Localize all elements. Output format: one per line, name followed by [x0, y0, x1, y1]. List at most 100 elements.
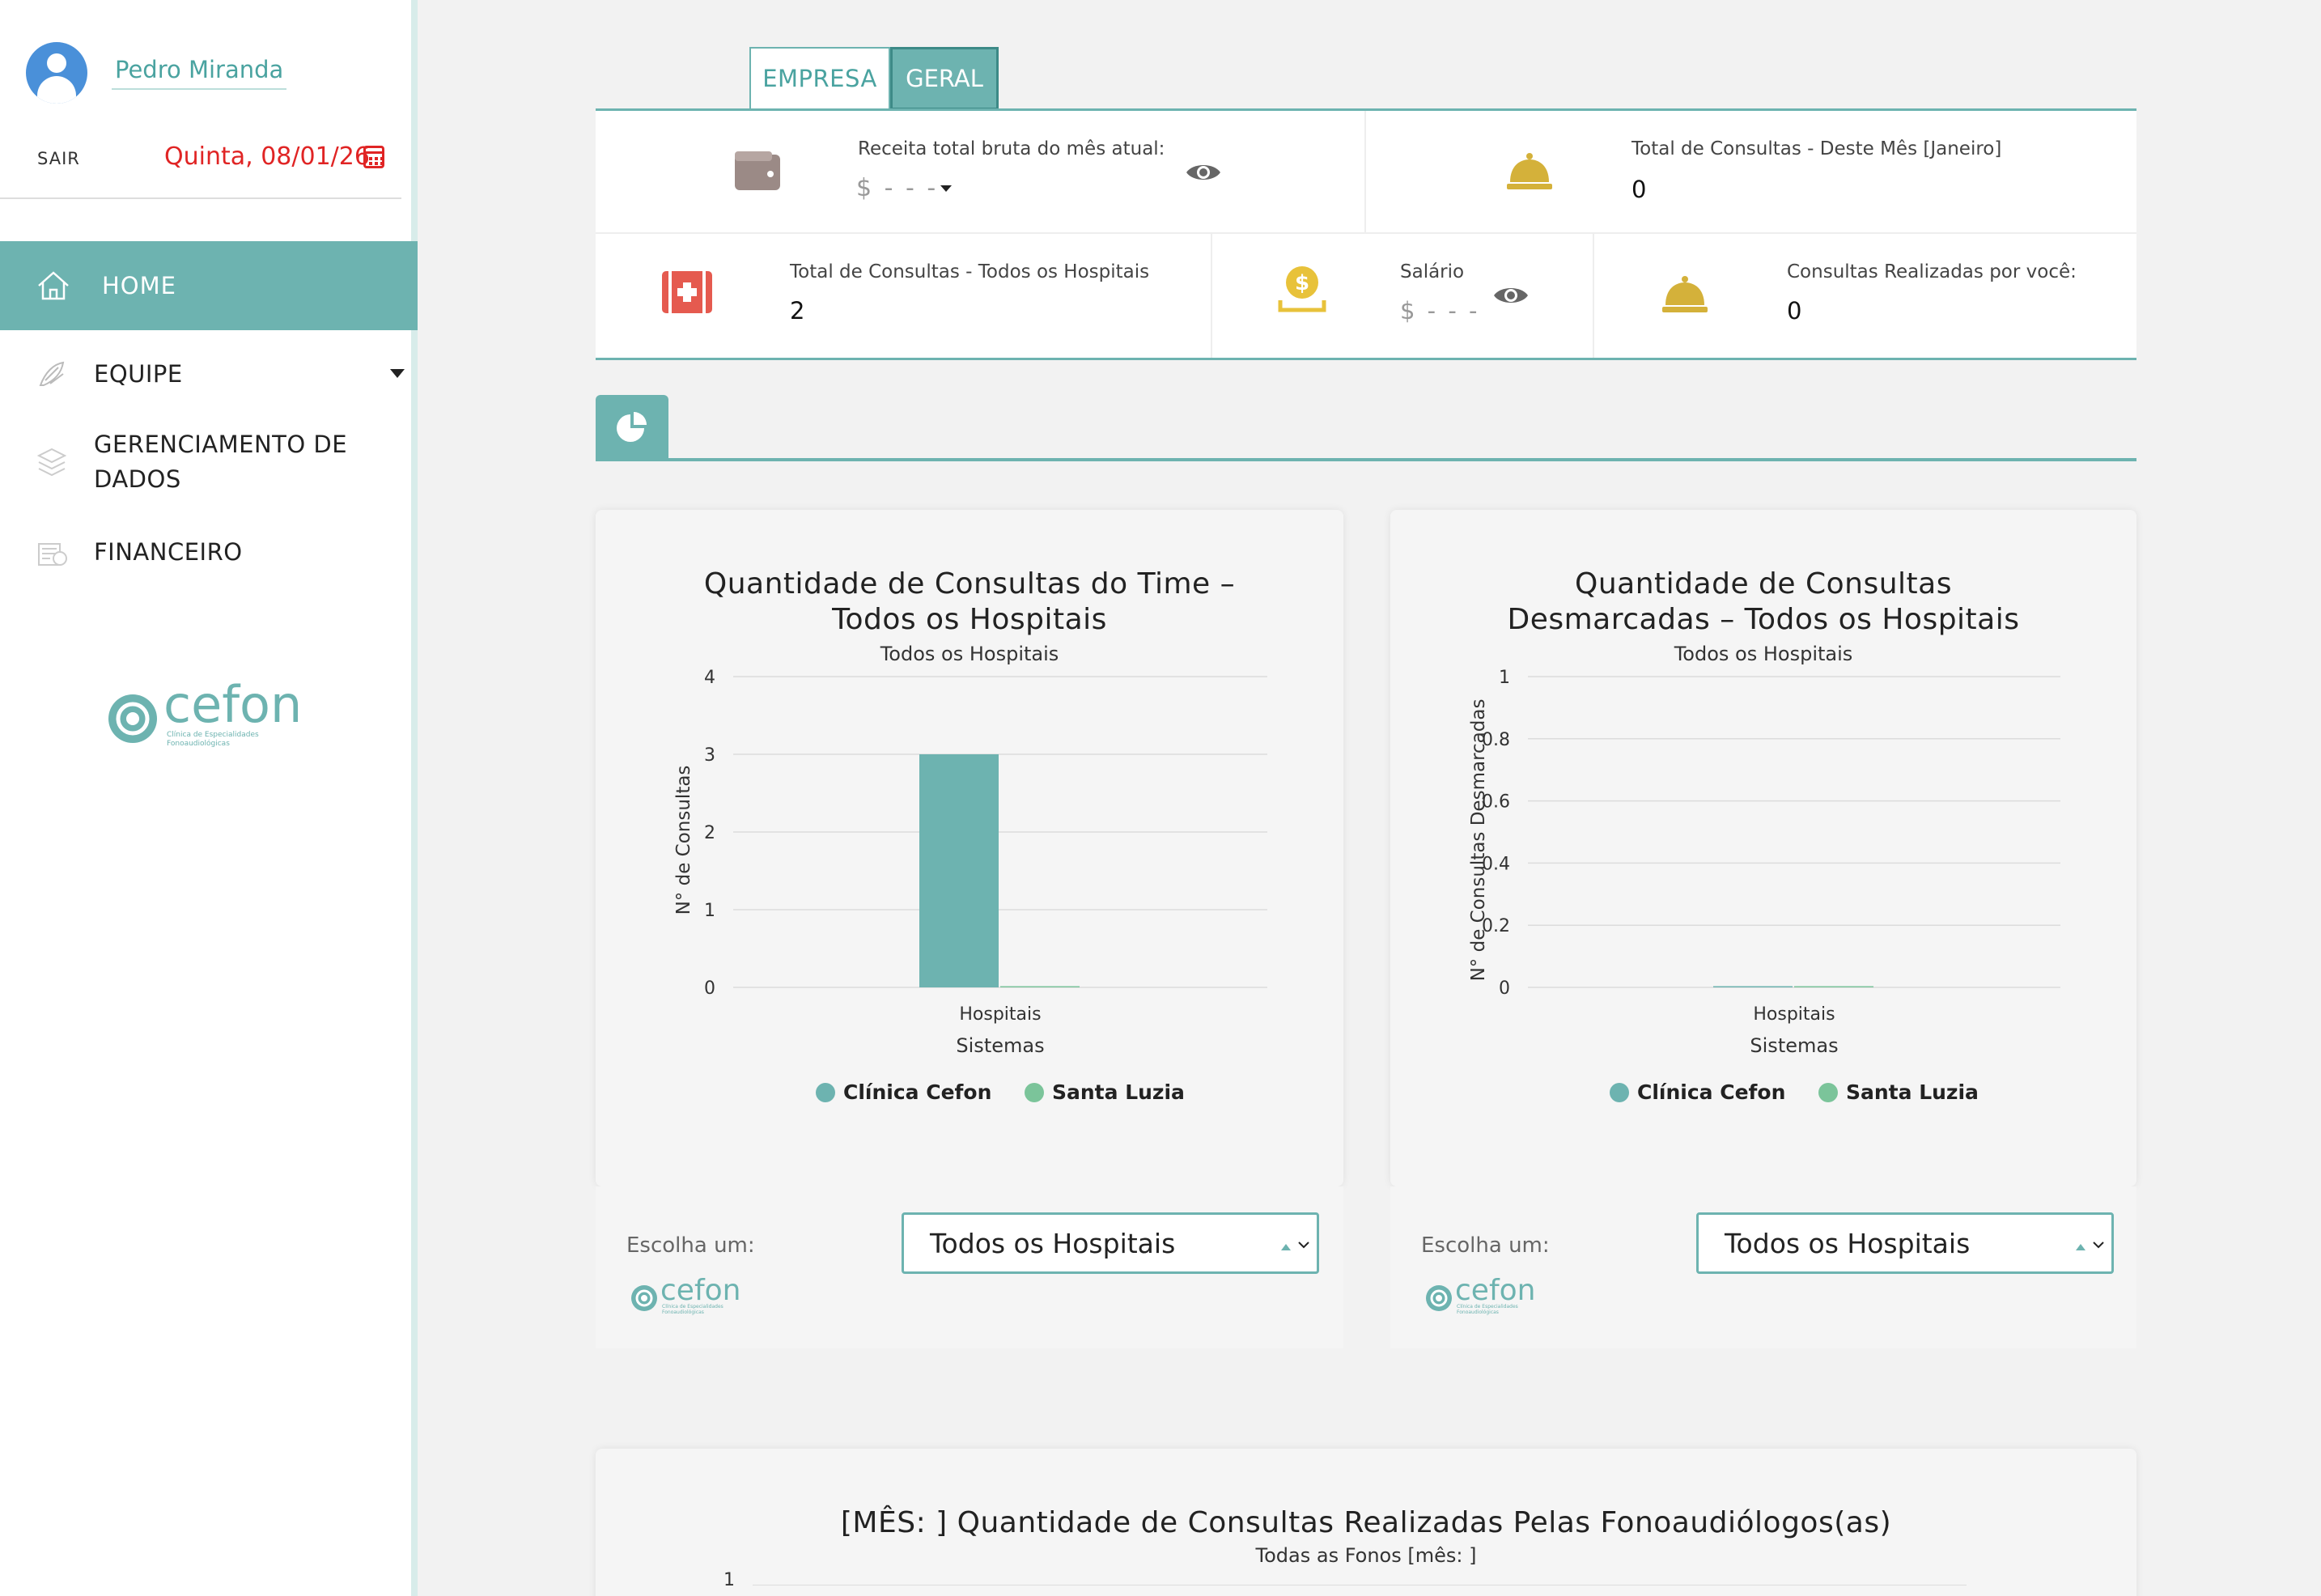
- y-axis-label: N° de Consultas: [673, 766, 694, 915]
- hospital-select-value: Todos os Hospitais: [1725, 1227, 1971, 1259]
- sidebar: Pedro Miranda SAIR Quinta, 08/01/26 HOME…: [0, 0, 418, 1596]
- chart-subtitle: Todas as Fonos [mês: ]: [1255, 1544, 1477, 1567]
- chevron-down-icon[interactable]: [390, 369, 405, 378]
- y-tick-label: 0.6: [1482, 792, 1510, 813]
- bar-santa-luzia: [1794, 986, 1873, 987]
- y-tick-label: 4: [704, 668, 715, 688]
- bell-icon: [1505, 150, 1554, 195]
- user-profile[interactable]: Pedro Miranda: [26, 42, 287, 104]
- legend-label: Santa Luzia: [1846, 1080, 1979, 1104]
- select-arrows-icon: [2076, 1242, 2104, 1250]
- nav-item-financeiro[interactable]: FINANCEIRO: [0, 534, 418, 570]
- logout-link[interactable]: SAIR: [37, 149, 80, 168]
- stat-realizadas: Consultas Realizadas por você: 0: [1594, 234, 2136, 358]
- divider: [0, 197, 401, 199]
- y-tick-label: 0.8: [1482, 730, 1510, 750]
- hospital-select-value: Todos os Hospitais: [930, 1227, 1176, 1259]
- chart-title-line1: Quantidade de Consultas do Time –: [703, 567, 1236, 601]
- chart-desmarcadas-svg: 0 0.2 0.4 0.6 0.8 1 Hospitais Sistemas N° de Con…: [1468, 668, 2060, 1104]
- x-axis-label: Sistemas: [1750, 1034, 1838, 1057]
- y-tick-label: 1: [704, 901, 715, 921]
- bar-santa-luzia: [1000, 986, 1080, 987]
- chart-title-line2: Todos os Hospitais: [832, 603, 1107, 636]
- logo-tagline-2: Fonoaudiológicas: [167, 739, 230, 748]
- legend-label: Clínica Cefon: [1637, 1080, 1785, 1104]
- legend-marker: [1818, 1083, 1838, 1102]
- y-tick-label: 0.4: [1482, 854, 1510, 874]
- team-icon: [34, 356, 70, 392]
- avatar-icon[interactable]: [26, 42, 87, 104]
- svg-text:$: $: [1295, 271, 1309, 295]
- consultas-mes-value: 0: [1631, 176, 1647, 203]
- logo-tagline-2: Fonoaudiológicas: [662, 1309, 704, 1315]
- legend-marker: [1610, 1083, 1629, 1102]
- chart-subtitle: Todos os Hospitais: [880, 643, 1059, 665]
- legend-marker: [816, 1083, 835, 1102]
- logo-tagline-1: Clínica de Especialidades: [662, 1304, 723, 1309]
- x-tick-label: Hospitais: [959, 1004, 1041, 1025]
- salario-value: $ - - -: [1400, 297, 1480, 325]
- chart-title-line1: Quantidade de Consultas: [1575, 567, 1952, 601]
- chart-card-desmarcadas: Quantidade de Consultas Desmarcadas – To…: [1390, 510, 2136, 1186]
- caret-down-icon[interactable]: [940, 185, 952, 192]
- nav-financeiro-label: FINANCEIRO: [94, 537, 243, 566]
- logo-text: cefon: [660, 1274, 740, 1307]
- filter-label: Escolha um:: [1421, 1233, 1550, 1258]
- nav-item-equipe[interactable]: EQUIPE: [0, 356, 418, 392]
- tab-underline: [596, 108, 2136, 111]
- nav-item-gerenciamento[interactable]: GERENCIAMENTO DE DADOS: [0, 427, 418, 497]
- realizadas-label: Consultas Realizadas por você:: [1787, 261, 2077, 282]
- consultas-hospitais-label: Total de Consultas - Todos os Hospitais: [790, 261, 1150, 282]
- x-axis-label: Sistemas: [956, 1034, 1044, 1057]
- database-icon: [34, 444, 70, 480]
- logo-text: cefon: [163, 681, 302, 734]
- y-tick-label: 0: [1499, 978, 1510, 999]
- y-tick-label: 3: [704, 745, 715, 766]
- cefon-logo-small: cefon Clínica de Especialidades Fonoaudi…: [1424, 1274, 1554, 1319]
- filter-footer-right: Escolha um: Todos os Hospitais cefon Clí…: [1390, 1186, 2136, 1348]
- stat-consultas-mes: Total de Consultas - Deste Mês [Janeiro]…: [1366, 111, 2136, 234]
- logo-tagline-1: Clínica de Especialidades: [167, 731, 259, 739]
- eye-icon[interactable]: [1185, 161, 1222, 184]
- hospital-select[interactable]: Todos os Hospitais: [902, 1212, 1319, 1274]
- stat-consultas-hospitais: Total de Consultas - Todos os Hospitais …: [596, 234, 1212, 358]
- nav-gerenciamento-label: GERENCIAMENTO DE DADOS: [94, 427, 347, 497]
- y-axis-label: N° de Consultas Desmarcadas: [1468, 699, 1489, 982]
- user-name[interactable]: Pedro Miranda: [112, 56, 287, 90]
- hospital-select[interactable]: Todos os Hospitais: [1696, 1212, 2114, 1274]
- chart-card-consultas: Quantidade de Consultas do Time – Todos …: [596, 510, 1343, 1186]
- legend-label: Clínica Cefon: [843, 1080, 991, 1104]
- consultas-mes-label: Total de Consultas - Deste Mês [Janeiro]: [1631, 138, 2002, 159]
- chart-tab-underline: [596, 458, 2136, 461]
- consultas-hospitais-value: 2: [790, 297, 805, 325]
- realizadas-value: 0: [1787, 297, 1802, 325]
- nav-gerenciamento-line2: DADOS: [94, 465, 181, 493]
- finance-icon: [34, 534, 70, 570]
- logo-text: cefon: [1455, 1274, 1535, 1307]
- tab-empresa[interactable]: EMPRESA: [749, 47, 890, 108]
- chart-title: Quantidade de Consultas Desmarcadas – To…: [1390, 567, 2136, 638]
- x-tick-label: Hospitais: [1753, 1004, 1835, 1025]
- chart-title: [MÊS: ] Quantidade de Consultas Realizad…: [840, 1506, 1892, 1539]
- select-arrows-icon: [1281, 1242, 1309, 1250]
- tab-geral[interactable]: GERAL: [890, 47, 999, 110]
- legend-label: Santa Luzia: [1052, 1080, 1185, 1104]
- eye-icon[interactable]: [1492, 284, 1530, 307]
- calendar-icon[interactable]: [363, 146, 384, 168]
- y-tick-label: 0: [704, 978, 715, 999]
- current-date: Quinta, 08/01/26: [164, 142, 370, 171]
- y-tick-label: 1: [1499, 668, 1510, 688]
- cefon-logo: cefon Clínica de Especialidades Fonoaudi…: [105, 675, 316, 753]
- nav-item-home[interactable]: HOME: [0, 241, 418, 330]
- nav-equipe-label: EQUIPE: [94, 359, 183, 388]
- tab-bar: EMPRESA GERAL: [749, 47, 999, 110]
- first-aid-icon: [660, 268, 714, 318]
- pie-chart-icon: [617, 412, 647, 442]
- chart-title-line2: Desmarcadas – Todos os Hospitais: [1507, 603, 2020, 636]
- y-tick-label: 2: [704, 823, 715, 843]
- bell-icon: [1661, 273, 1709, 318]
- wallet-icon: [733, 150, 782, 195]
- filter-label: Escolha um:: [626, 1233, 755, 1258]
- tab-charts[interactable]: [596, 395, 668, 460]
- y-tick-label: 0.2: [1482, 916, 1510, 936]
